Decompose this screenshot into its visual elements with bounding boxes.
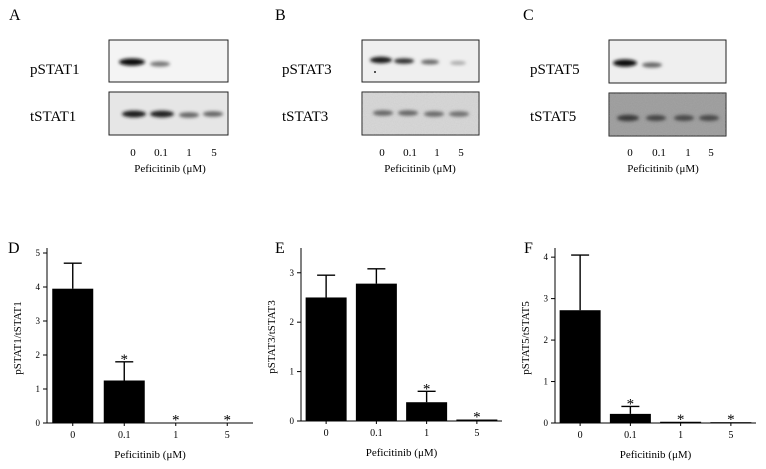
bar <box>52 288 94 423</box>
panel-label-c: C <box>523 7 534 24</box>
bar <box>355 283 397 421</box>
lane-label: 0.1 <box>403 147 417 159</box>
x-axis-label: Peficitinib (μM) <box>114 449 186 461</box>
blot-image-pstat3 <box>361 39 480 83</box>
y-tick-label: 0 <box>290 416 295 426</box>
x-tick-label: 0 <box>70 430 75 441</box>
blot-panel-c: C pSTAT5 tSTAT5 0 0.1 1 5 Peficitinib (μ… <box>523 7 727 175</box>
panel-label: E <box>275 240 285 257</box>
lane-label: 0 <box>627 147 633 159</box>
significance-marker: * <box>627 396 635 412</box>
panel-label: F <box>524 240 533 257</box>
blot-image-pstat5 <box>608 39 727 84</box>
blot-image-pstat1 <box>108 39 229 83</box>
bar <box>406 402 448 421</box>
significance-marker: * <box>172 413 180 429</box>
lane-label: 5 <box>458 147 464 159</box>
bar <box>103 380 145 423</box>
panel-label: D <box>8 240 20 257</box>
x-tick-label: 0.1 <box>370 428 383 439</box>
x-tick-label: 0 <box>578 430 583 441</box>
blot-xlabel: Peficitinib (μM) <box>134 163 206 175</box>
bar <box>456 419 498 421</box>
x-axis-label: Peficitinib (μM) <box>366 447 438 459</box>
blot-image-tstat5 <box>608 92 727 137</box>
blot-panel-a: A pSTAT1 tSTAT1 0 0.1 1 5 Peficitinib (μ… <box>9 7 229 175</box>
y-tick-label: 4 <box>36 282 41 292</box>
y-axis-label: pSTAT3/tSTAT3 <box>266 300 278 374</box>
significance-marker: * <box>677 412 685 428</box>
blot-xlabel: Peficitinib (μM) <box>384 163 456 175</box>
band-label-tstat1: tSTAT1 <box>30 109 76 125</box>
significance-marker: * <box>121 352 129 368</box>
y-tick-label: 2 <box>36 350 41 360</box>
x-tick-label: 5 <box>225 430 230 441</box>
bar <box>710 422 752 423</box>
panel-label-b: B <box>275 7 286 24</box>
bar <box>305 297 347 421</box>
x-tick-label: 0.1 <box>624 430 637 441</box>
x-tick-label: 5 <box>728 430 733 441</box>
lane-label: 1 <box>685 147 691 159</box>
significance-marker: * <box>224 413 232 429</box>
bar <box>559 310 601 423</box>
bar-chart-f: F 0 1 2 3 4 0 * 0.1 * 1 * 5 Peficitinib (μM) pSTAT5/tS… <box>520 240 756 461</box>
x-tick-label: 0.1 <box>118 430 131 441</box>
y-tick-label: 1 <box>544 377 549 387</box>
y-tick-label: 5 <box>36 248 41 258</box>
x-tick-label: 5 <box>474 428 479 439</box>
bar <box>609 413 651 423</box>
y-axis-label: pSTAT1/tSTAT1 <box>12 301 24 374</box>
band-label-tstat3: tSTAT3 <box>282 109 328 125</box>
blot-xlabel: Peficitinib (μM) <box>627 163 699 175</box>
x-tick-label: 1 <box>173 430 178 441</box>
band-label-pstat1: pSTAT1 <box>30 62 80 78</box>
lane-label: 0.1 <box>154 147 168 159</box>
lane-label: 0 <box>130 147 136 159</box>
band-label-pstat3: pSTAT3 <box>282 62 332 78</box>
blot-image-tstat1 <box>108 91 229 136</box>
lane-label: 1 <box>186 147 192 159</box>
bar-chart-e: E 0 1 2 3 0 0.1 * 1 * 5 Peficitinib (μM) pSTAT3/tSTA… <box>266 240 502 459</box>
y-tick-label: 4 <box>544 252 549 262</box>
lane-label: 0 <box>379 147 385 159</box>
y-tick-label: 0 <box>36 418 41 428</box>
lane-label: 5 <box>708 147 714 159</box>
band-label-tstat5: tSTAT5 <box>530 109 576 125</box>
y-tick-label: 2 <box>544 335 549 345</box>
significance-marker: * <box>727 412 735 428</box>
x-tick-label: 1 <box>424 428 429 439</box>
bar <box>660 421 702 423</box>
y-tick-label: 3 <box>290 268 295 278</box>
blot-image-tstat3 <box>361 91 480 136</box>
lane-label: 0.1 <box>652 147 666 159</box>
band-label-pstat5: pSTAT5 <box>530 62 580 78</box>
lane-label: 1 <box>434 147 440 159</box>
y-tick-label: 2 <box>290 317 295 327</box>
blot-panel-b: B pSTAT3 tSTAT3 0 0.1 1 5 Peficitinib (μ… <box>275 7 480 175</box>
y-tick-label: 3 <box>544 294 549 304</box>
x-axis-label: Peficitinib (μM) <box>620 449 692 461</box>
panel-label-a: A <box>9 7 21 24</box>
lane-label: 5 <box>211 147 217 159</box>
x-tick-label: 0 <box>324 428 329 439</box>
y-tick-label: 3 <box>36 316 41 326</box>
significance-marker: * <box>423 381 431 397</box>
y-axis-label: pSTAT5/tSTAT5 <box>520 301 532 375</box>
y-tick-label: 1 <box>36 384 41 394</box>
x-tick-label: 1 <box>678 430 683 441</box>
y-tick-label: 1 <box>290 367 295 377</box>
significance-marker: * <box>473 410 481 426</box>
y-tick-label: 0 <box>544 418 549 428</box>
